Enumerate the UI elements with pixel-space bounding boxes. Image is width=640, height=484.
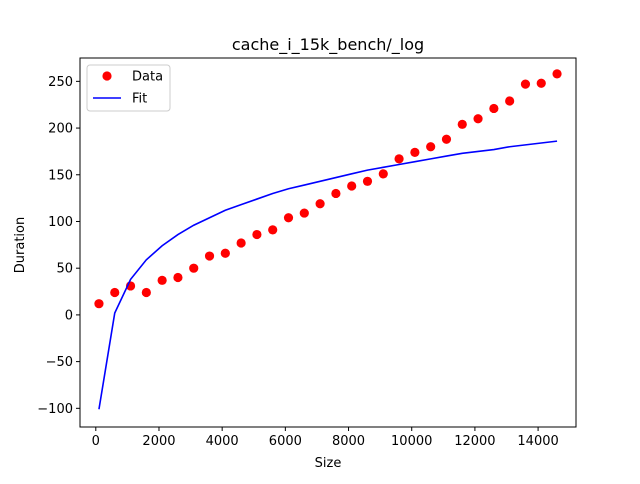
- y-tick-label: 250: [48, 75, 73, 90]
- y-tick-label: −50: [46, 355, 73, 370]
- y-tick-label: 50: [56, 262, 73, 277]
- axes-frame: [79, 57, 577, 428]
- x-tick-label: 12000: [454, 434, 495, 449]
- data-point: [331, 188, 341, 199]
- data-point: [141, 287, 151, 298]
- plot-area: 0 2000 4000 6000 8000 10000 12000 14000 −100 −50 0…: [37, 57, 577, 449]
- data-point: [520, 79, 531, 89]
- legend-swatch-data: [102, 71, 112, 81]
- y-axis-label: Duration: [13, 217, 28, 273]
- data-point: [441, 134, 452, 144]
- data-point: [410, 147, 420, 157]
- y-tick-label: −100: [37, 402, 73, 417]
- y-tick-label: 150: [48, 168, 73, 183]
- data-point: [189, 263, 199, 273]
- x-tick-label: 0: [92, 434, 100, 449]
- legend-label: Fit: [132, 92, 147, 107]
- y-tick-label: 200: [48, 122, 73, 137]
- x-tick-label: 14000: [517, 434, 558, 449]
- chart-title: cache_i_15k_bench/_log: [232, 35, 424, 55]
- data-point: [489, 103, 499, 114]
- data-point: [426, 142, 436, 152]
- data-point: [378, 169, 388, 179]
- data-point: [220, 248, 230, 258]
- data-point: [299, 208, 309, 218]
- data-point: [204, 251, 215, 261]
- x-tick-label: 8000: [332, 434, 365, 449]
- data-point: [110, 287, 120, 298]
- data-point: [505, 96, 515, 106]
- data-point: [268, 225, 278, 235]
- data-point: [457, 119, 467, 129]
- data-point: [173, 272, 183, 283]
- data-point: [362, 176, 373, 186]
- data-point: [552, 69, 562, 79]
- y-tick-label: 0: [65, 308, 73, 323]
- data-point: [252, 229, 262, 240]
- data-point: [347, 181, 357, 191]
- data-point: [394, 154, 404, 164]
- x-tick-label: 10000: [391, 434, 432, 449]
- data-point: [315, 199, 325, 209]
- legend-label: Data: [132, 70, 163, 85]
- legend: Data Fit: [86, 64, 171, 112]
- data-point: [94, 299, 104, 309]
- data-point: [157, 275, 167, 285]
- fit-line: [98, 140, 558, 410]
- data-point: [236, 238, 246, 248]
- data-point: [536, 78, 546, 88]
- x-tick-label: 6000: [269, 434, 302, 449]
- x-tick-label: 2000: [142, 434, 175, 449]
- y-tick-label: 100: [48, 215, 73, 230]
- x-tick-label: 4000: [206, 434, 239, 449]
- x-axis-label: Size: [315, 456, 342, 471]
- data-point: [283, 213, 294, 223]
- data-point: [473, 114, 483, 124]
